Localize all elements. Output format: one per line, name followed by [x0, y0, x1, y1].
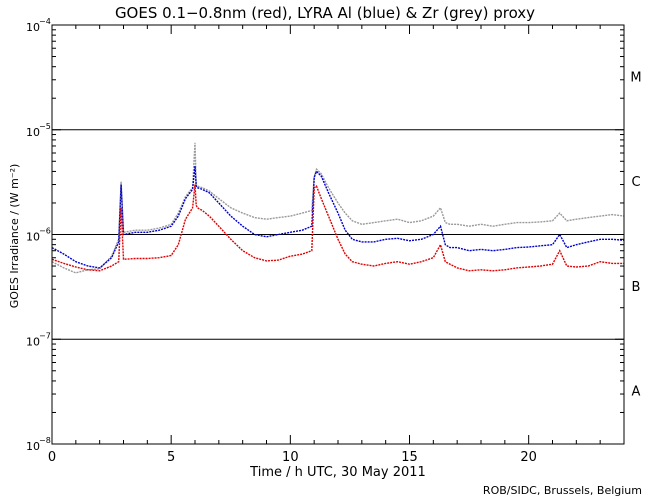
y-tick-base: 10: [26, 335, 40, 348]
y-tick-label: 10 −6: [26, 227, 51, 244]
x-tick-label: 10: [282, 450, 299, 465]
y-tick-base: 10: [26, 440, 40, 453]
x-tick-label: 5: [167, 450, 175, 465]
y-tick-exponent: −4: [39, 17, 51, 26]
y-tick-base: 10: [26, 231, 40, 244]
series-line: [51, 166, 625, 269]
series-line: [51, 184, 624, 272]
y-tick-label: 10 −4: [26, 17, 51, 34]
y-tick-exponent: −6: [39, 227, 51, 236]
y-tick-exponent: −8: [39, 436, 51, 445]
reference-lines: [52, 129, 624, 340]
flare-class-label: A: [632, 385, 641, 400]
x-axis-label: Time / h UTC, 30 May 2011: [249, 465, 426, 480]
x-tick-label: 15: [401, 450, 418, 465]
credit-label: ROB/SIDC, Brussels, Belgium: [483, 484, 642, 497]
y-tick-label: 10 −8: [26, 436, 51, 453]
y-tick-label: 10 −5: [26, 122, 51, 139]
series-layer: [51, 142, 625, 274]
chart-title: GOES 0.1−0.8nm (red), LYRA Al (blue) & Z…: [115, 4, 535, 22]
series-line: [51, 142, 625, 274]
flare-class-label: C: [631, 175, 640, 190]
y-tick-label: 10 −7: [26, 331, 51, 348]
x-tick-label: 0: [48, 450, 56, 465]
flare-class-label: M: [630, 70, 641, 85]
y-axis-label: GOES Irradiance / (W m⁻²): [8, 164, 21, 309]
y-tick-exponent: −5: [39, 122, 51, 131]
y-tick-exponent: −7: [39, 331, 51, 340]
flare-class-labels: M C B A: [630, 70, 641, 399]
y-tick-base: 10: [26, 21, 40, 34]
y-tick-base: 10: [26, 126, 40, 139]
x-axis-ticks: 0 5 10 15 20: [48, 25, 625, 465]
flare-class-label: B: [632, 280, 641, 295]
x-tick-label: 20: [520, 450, 537, 465]
y-axis-ticks: 10−410−510−610−710−8: [26, 17, 624, 453]
